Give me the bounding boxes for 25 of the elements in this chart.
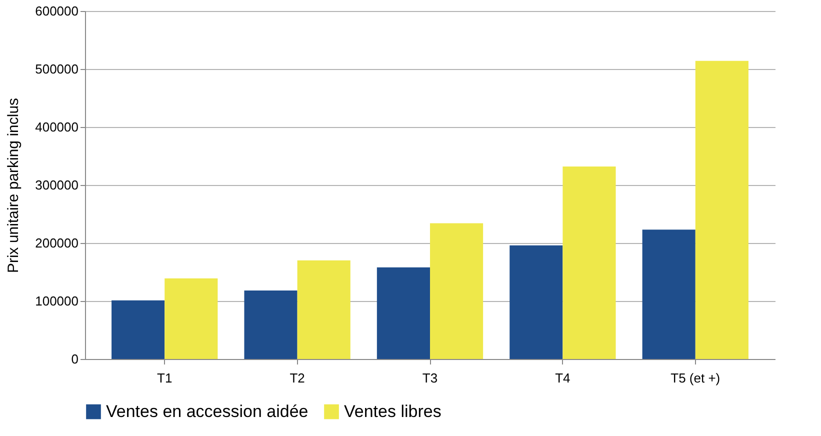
- bar: [562, 166, 616, 359]
- bar: [244, 290, 298, 359]
- bar: [695, 60, 748, 359]
- y-tick-label: 400000: [35, 120, 78, 134]
- bar: [112, 300, 165, 359]
- y-axis-title: Prix unitaire parking inclus: [5, 98, 22, 274]
- x-tick-label: T2: [290, 370, 305, 386]
- y-tick-label: 300000: [35, 178, 78, 192]
- bar: [642, 230, 696, 359]
- x-tick-label: T3: [422, 370, 438, 386]
- x-tick-label: T1: [157, 370, 172, 386]
- x-tick-label: T5 (et +): [670, 370, 720, 386]
- y-tick-label: 600000: [35, 4, 78, 18]
- bar: [376, 267, 430, 359]
- bar: [430, 223, 484, 359]
- y-tick-label: 0: [71, 352, 78, 366]
- bar: [297, 260, 350, 359]
- x-tick-label: T4: [555, 370, 570, 386]
- y-tick-label: 200000: [35, 236, 78, 250]
- y-tick-label: 100000: [35, 294, 78, 308]
- legend-label: Ventes en accession aidée: [106, 402, 308, 421]
- y-tick-label: 500000: [35, 62, 78, 76]
- bar: [510, 245, 563, 359]
- legend-label: Ventes libres: [344, 402, 442, 421]
- bar: [164, 278, 218, 359]
